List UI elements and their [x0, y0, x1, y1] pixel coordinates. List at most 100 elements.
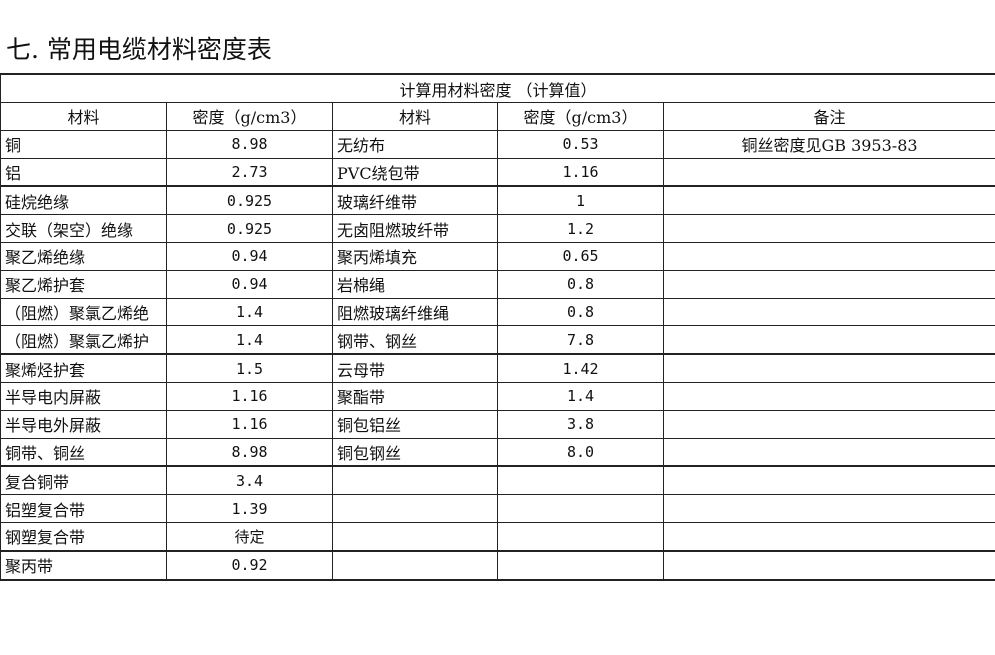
cell-density-1: 8.98	[166, 437, 333, 467]
cell-density-2: 1.16	[497, 157, 664, 187]
cell-material-1: 交联（架空）绝缘	[0, 214, 167, 243]
cell-material-2	[332, 550, 498, 581]
table-row: 复合铜带 3.4	[0, 465, 995, 496]
table-row: 铜 8.98 无纺布 0.53 铜丝密度见GB 3953-83	[0, 129, 995, 159]
table-row: 铝塑复合带 1.39	[0, 494, 995, 523]
cell-material-1: 铜带、铜丝	[0, 437, 167, 467]
table-row: 聚烯烃护套 1.5 云母带 1.42	[0, 353, 995, 383]
cell-density-1: 1.5	[166, 353, 333, 383]
cell-density-1: 0.92	[166, 550, 333, 581]
cell-material-2: 铜包铝丝	[332, 409, 498, 439]
cell-note	[663, 521, 995, 552]
cell-note	[663, 550, 995, 581]
header-material-1: 材料	[0, 102, 167, 131]
cell-material-1: （阻燃）聚氯乙烯护	[0, 325, 167, 355]
cell-material-2: 岩棉绳	[332, 269, 498, 299]
cell-material-2: 聚丙烯填充	[332, 241, 498, 271]
cell-note	[663, 325, 995, 355]
cell-note	[663, 157, 995, 187]
cell-material-2: 玻璃纤维带	[332, 185, 498, 216]
cell-density-2: 1.42	[497, 353, 664, 383]
table-row: 交联（架空）绝缘 0.925 无卤阻燃玻纤带 1.2	[0, 214, 995, 243]
cell-density-1: 8.98	[166, 129, 333, 159]
cell-material-2	[332, 494, 498, 523]
header-density-1: 密度（g/cm3）	[166, 102, 333, 131]
cell-material-1: 半导电内屏蔽	[0, 381, 167, 411]
table-row: 聚丙带 0.92	[0, 550, 995, 581]
cell-density-2: 1.2	[497, 214, 664, 243]
cell-note	[663, 269, 995, 299]
cell-material-1: 复合铜带	[0, 465, 167, 496]
cell-density-2: 3.8	[497, 409, 664, 439]
cell-density-1: 0.94	[166, 269, 333, 299]
cell-density-1: 0.925	[166, 214, 333, 243]
cell-material-2: 云母带	[332, 353, 498, 383]
table-row: （阻燃）聚氯乙烯绝 1.4 阻燃玻璃纤维绳 0.8	[0, 297, 995, 327]
cell-material-1: （阻燃）聚氯乙烯绝	[0, 297, 167, 327]
cell-material-1: 硅烷绝缘	[0, 185, 167, 216]
table-banner-row: 计算用材料密度 （计算值）	[0, 73, 995, 103]
cell-material-2: 钢带、钢丝	[332, 325, 498, 355]
table-row: 聚乙烯绝缘 0.94 聚丙烯填充 0.65	[0, 241, 995, 271]
table-row: 硅烷绝缘 0.925 玻璃纤维带 1	[0, 185, 995, 216]
table-row: 钢塑复合带 待定	[0, 521, 995, 552]
cell-density-2: 0.53	[497, 129, 664, 159]
cell-density-2	[497, 550, 664, 581]
cell-note	[663, 185, 995, 216]
cell-density-1: 1.16	[166, 409, 333, 439]
cell-density-1: 2.73	[166, 157, 333, 187]
header-row: 材料 密度（g/cm3） 材料 密度（g/cm3） 备注	[0, 102, 995, 131]
cell-material-2: 聚酯带	[332, 381, 498, 411]
cell-density-2	[497, 465, 664, 496]
cell-material-2: 铜包钢丝	[332, 437, 498, 467]
cell-material-1: 半导电外屏蔽	[0, 409, 167, 439]
cell-material-1: 铜	[0, 129, 167, 159]
table-row: 半导电外屏蔽 1.16 铜包铝丝 3.8	[0, 409, 995, 439]
table-row: （阻燃）聚氯乙烯护 1.4 钢带、钢丝 7.8	[0, 325, 995, 355]
table-row: 半导电内屏蔽 1.16 聚酯带 1.4	[0, 381, 995, 411]
cell-note	[663, 214, 995, 243]
cell-density-2	[497, 494, 664, 523]
cell-material-1: 聚乙烯绝缘	[0, 241, 167, 271]
cell-note	[663, 353, 995, 383]
cell-material-1: 铝	[0, 157, 167, 187]
table-row: 铜带、铜丝 8.98 铜包钢丝 8.0	[0, 437, 995, 467]
cell-note	[663, 409, 995, 439]
table-row: 聚乙烯护套 0.94 岩棉绳 0.8	[0, 269, 995, 299]
cell-note	[663, 241, 995, 271]
cell-material-1: 聚丙带	[0, 550, 167, 581]
cell-material-1: 铝塑复合带	[0, 494, 167, 523]
cell-note: 铜丝密度见GB 3953-83	[663, 129, 995, 159]
cell-material-2: 无卤阻燃玻纤带	[332, 214, 498, 243]
cell-note	[663, 297, 995, 327]
cell-material-2	[332, 465, 498, 496]
cell-material-2: 无纺布	[332, 129, 498, 159]
cell-material-2	[332, 521, 498, 552]
cell-material-1: 聚烯烃护套	[0, 353, 167, 383]
header-note: 备注	[663, 102, 995, 131]
table-row: 铝 2.73 PVC绕包带 1.16	[0, 157, 995, 187]
cell-density-1: 1.4	[166, 325, 333, 355]
cell-density-2: 8.0	[497, 437, 664, 467]
header-density-2: 密度（g/cm3）	[497, 102, 664, 131]
cell-density-2: 0.65	[497, 241, 664, 271]
cell-density-1: 0.925	[166, 185, 333, 216]
density-table: 计算用材料密度 （计算值） 材料 密度（g/cm3） 材料 密度（g/cm3） …	[0, 73, 995, 581]
cell-material-2: 阻燃玻璃纤维绳	[332, 297, 498, 327]
cell-note	[663, 437, 995, 467]
cell-density-2: 1	[497, 185, 664, 216]
cell-density-1: 0.94	[166, 241, 333, 271]
cell-density-2: 0.8	[497, 297, 664, 327]
cell-density-2	[497, 521, 664, 552]
table-banner: 计算用材料密度 （计算值）	[0, 73, 995, 103]
header-material-2: 材料	[332, 102, 498, 131]
cell-note	[663, 465, 995, 496]
cell-density-1: 1.16	[166, 381, 333, 411]
page-title: 七. 常用电缆材料密度表	[6, 35, 272, 64]
cell-density-2: 0.8	[497, 269, 664, 299]
cell-density-1: 1.39	[166, 494, 333, 523]
cell-note	[663, 381, 995, 411]
cell-material-1: 钢塑复合带	[0, 521, 167, 552]
cell-material-1: 聚乙烯护套	[0, 269, 167, 299]
cell-material-2: PVC绕包带	[332, 157, 498, 187]
